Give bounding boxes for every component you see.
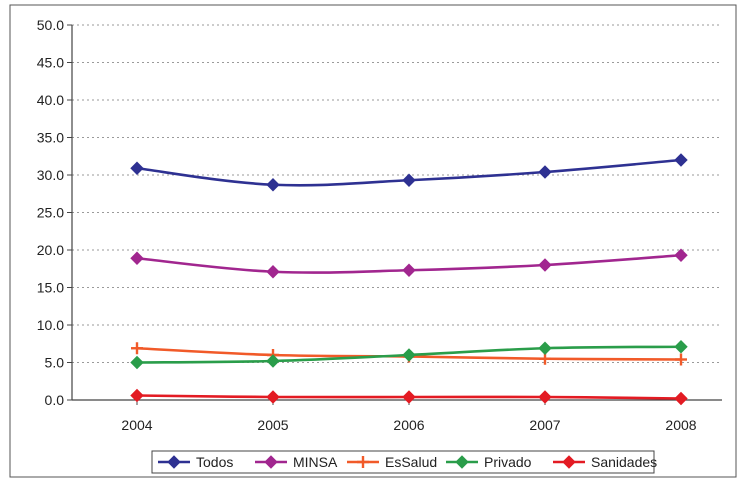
y-tick-label: 10.0 [37, 317, 64, 333]
legend-item-privado: Privado [446, 454, 532, 470]
point-sanidades-2008 [674, 391, 688, 406]
legend-label-essalud: EsSalud [385, 454, 437, 470]
legend-marker-essalud [357, 456, 369, 468]
point-minsa-2007 [538, 258, 552, 272]
y-tick-label: 5.0 [45, 355, 65, 371]
point-sanidades-2005 [266, 390, 280, 404]
y-tick-label: 50.0 [37, 17, 64, 33]
y-tick-label: 35.0 [37, 130, 64, 146]
point-privado-2006 [402, 348, 416, 362]
point-minsa-2004 [130, 251, 144, 265]
x-tick-label: 2005 [257, 417, 288, 433]
series-privado [130, 340, 688, 370]
legend-item-sanidades: Sanidades [553, 454, 657, 470]
point-privado-2004 [130, 355, 144, 370]
legend-marker-todos [167, 455, 181, 469]
chart-border [9, 4, 737, 478]
legend-item-essalud: EsSalud [347, 454, 437, 470]
grid-layer [9, 4, 737, 478]
y-tick-label: 45.0 [37, 55, 64, 71]
y-tick-label: 30.0 [37, 167, 64, 183]
point-todos-2004 [130, 161, 144, 175]
legend-label-minsa: MINSA [293, 454, 338, 470]
legend-label-todos: Todos [196, 454, 233, 470]
point-privado-2005 [266, 354, 280, 368]
point-sanidades-2004 [130, 388, 144, 403]
point-sanidades-2007 [538, 390, 552, 404]
legend-label-privado: Privado [484, 454, 532, 470]
point-minsa-2005 [266, 265, 280, 279]
legend-item-todos: Todos [158, 454, 233, 470]
y-tick-label: 0.0 [45, 392, 65, 408]
point-todos-2006 [402, 173, 416, 187]
legend-label-sanidades: Sanidades [591, 454, 657, 470]
y-tick-label: 40.0 [37, 92, 64, 108]
series-todos [130, 153, 688, 192]
x-tick-label: 2008 [665, 417, 696, 433]
legend-marker-privado [455, 455, 469, 469]
point-essalud-2004 [131, 342, 143, 355]
legend-marker-minsa [264, 455, 278, 469]
point-todos-2008 [674, 153, 688, 167]
series-minsa [130, 248, 688, 279]
point-privado-2008 [674, 340, 688, 354]
point-privado-2007 [538, 341, 552, 355]
series-sanidades [130, 388, 688, 406]
legend-item-minsa: MINSA [255, 454, 338, 470]
x-tick-label: 2007 [529, 417, 560, 433]
series-layer [130, 153, 688, 406]
point-todos-2007 [538, 165, 552, 179]
point-minsa-2006 [402, 263, 416, 277]
point-minsa-2008 [674, 248, 688, 262]
point-sanidades-2006 [402, 390, 416, 404]
point-essalud-2008 [675, 353, 687, 366]
x-tick-label: 2006 [393, 417, 424, 433]
axes-layer: 0.0 5.0 10.0 15.0 20.0 25.0 30.0 35.0 40.0 45.0 50… [37, 17, 722, 433]
y-tick-label: 20.0 [37, 242, 64, 258]
y-tick-label: 25.0 [37, 205, 64, 221]
y-tick-label: 15.0 [37, 280, 64, 296]
legend-box [151, 450, 655, 474]
legend-marker-sanidades [562, 455, 576, 469]
legend: Todos MINSA EsSalud Privado Sanidades [151, 450, 657, 474]
point-todos-2005 [266, 178, 280, 192]
x-tick-label: 2004 [121, 417, 152, 433]
